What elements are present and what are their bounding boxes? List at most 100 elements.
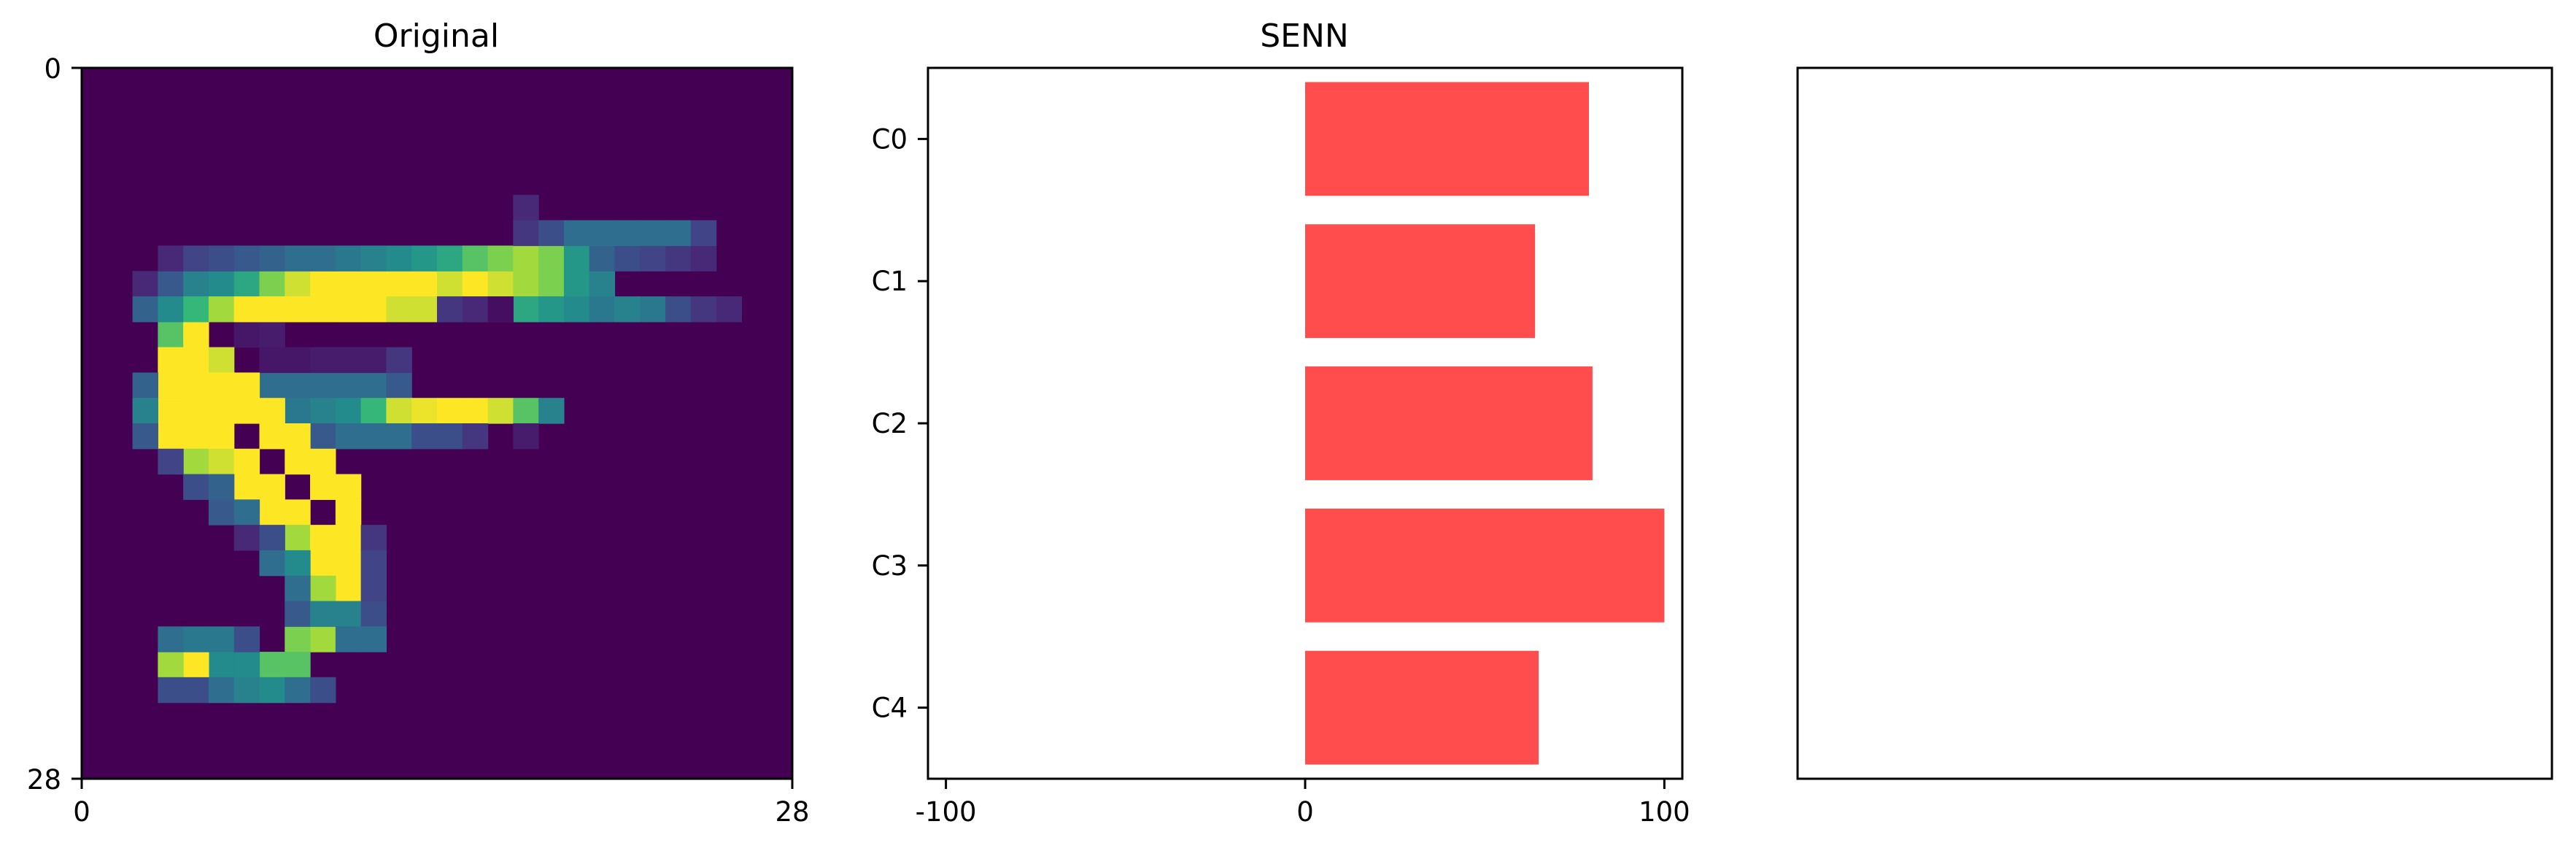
image-pixel <box>690 245 717 272</box>
image-pixel <box>208 245 235 272</box>
image-pixel <box>310 398 336 424</box>
image-pixel <box>259 677 285 704</box>
image-pixel <box>183 398 209 424</box>
image-pixel <box>462 296 489 323</box>
image-pixel <box>208 347 235 374</box>
image-pixel <box>310 372 336 398</box>
y-tick-label-c1: C1 <box>872 266 908 297</box>
image-pixel <box>487 245 514 272</box>
image-pixel <box>589 220 616 247</box>
image-pixel <box>360 575 387 602</box>
image-pixel <box>285 575 311 602</box>
image-pixel <box>310 626 336 652</box>
image-pixel <box>411 271 438 297</box>
image-pixel <box>614 245 641 272</box>
image-pixel <box>360 398 387 424</box>
image-pixel <box>538 271 565 297</box>
image-pixel <box>233 271 260 297</box>
original-y-tick-label-28: 28 <box>27 764 61 796</box>
image-pixel <box>513 245 539 272</box>
image-pixel <box>335 626 362 652</box>
image-pixel <box>360 347 387 374</box>
image-pixel <box>360 423 387 450</box>
senn-y-ticks: C0 C1 C2 C3 C4 <box>872 123 928 724</box>
image-pixel <box>690 220 717 247</box>
image-pixel <box>310 271 336 297</box>
image-pixel <box>335 245 362 272</box>
image-pixel <box>158 321 184 348</box>
image-pixel <box>183 652 209 678</box>
image-pixel <box>487 398 514 424</box>
image-pixel <box>690 296 717 323</box>
image-pixel <box>233 525 260 551</box>
image-pixel <box>183 372 209 398</box>
image-pixel <box>310 448 336 475</box>
image-pixel <box>310 601 336 627</box>
image-pixel <box>640 296 666 323</box>
image-pixel <box>513 271 539 297</box>
image-pixel <box>360 296 387 323</box>
image-pixel <box>158 347 184 374</box>
image-pixel <box>285 296 311 323</box>
image-pixel <box>233 448 260 475</box>
senn-title: SENN <box>1260 18 1349 55</box>
bar-c3 <box>1305 508 1665 623</box>
image-pixel <box>158 245 184 272</box>
y-tick-label-c3: C3 <box>872 550 908 582</box>
image-pixel <box>259 499 285 525</box>
image-pixel <box>208 677 235 704</box>
image-pixel <box>183 245 209 272</box>
image-pixel <box>437 296 463 323</box>
image-pixel <box>183 677 209 704</box>
image-pixel <box>259 245 285 272</box>
image-pixel <box>310 423 336 450</box>
image-pixel <box>285 499 311 525</box>
image-pixel <box>589 245 616 272</box>
image-pixel <box>285 677 311 704</box>
image-pixel <box>310 296 336 323</box>
image-pixel <box>285 398 311 424</box>
original-axes-frame <box>80 66 794 780</box>
image-pixel <box>208 398 235 424</box>
image-pixel <box>310 550 336 577</box>
image-pixel <box>285 423 311 450</box>
image-pixel <box>233 677 260 704</box>
image-pixel <box>335 398 362 424</box>
image-pixel <box>285 626 311 652</box>
panel-senn: SENN C0 C1 C2 C3 C4 -100 0 100 <box>872 18 1690 828</box>
image-pixel <box>360 245 387 272</box>
image-pixel <box>386 296 412 323</box>
image-pixel <box>208 296 235 323</box>
image-pixel <box>233 626 260 652</box>
image-pixel <box>640 245 666 272</box>
image-pixel <box>640 220 666 247</box>
image-pixel <box>513 423 539 450</box>
image-pixel <box>411 398 438 424</box>
image-pixel <box>589 296 616 323</box>
x-tick-label: 100 <box>1639 796 1690 828</box>
image-pixel <box>132 296 158 323</box>
image-pixel <box>158 372 184 398</box>
image-pixel <box>386 245 412 272</box>
y-tick-label-c0: C0 <box>872 123 908 155</box>
image-pixel <box>259 525 285 551</box>
image-pixel <box>437 423 463 450</box>
image-pixel <box>259 372 285 398</box>
image-pixel <box>386 423 412 450</box>
image-pixel <box>335 423 362 450</box>
x-tick-label: -100 <box>916 796 977 828</box>
image-pixel <box>208 474 235 500</box>
image-pixel <box>310 245 336 272</box>
image-pixel <box>285 271 311 297</box>
image-pixel <box>158 271 184 297</box>
image-pixel <box>183 296 209 323</box>
image-pixel <box>259 398 285 424</box>
senn-x-ticks: -100 0 100 <box>916 779 1690 828</box>
image-pixel <box>563 271 590 297</box>
image-pixel <box>462 423 489 450</box>
image-pixel <box>208 652 235 678</box>
y-tick-label-c4: C4 <box>872 693 908 724</box>
image-pixel <box>310 525 336 551</box>
image-pixel <box>259 271 285 297</box>
image-pixel <box>563 245 590 272</box>
